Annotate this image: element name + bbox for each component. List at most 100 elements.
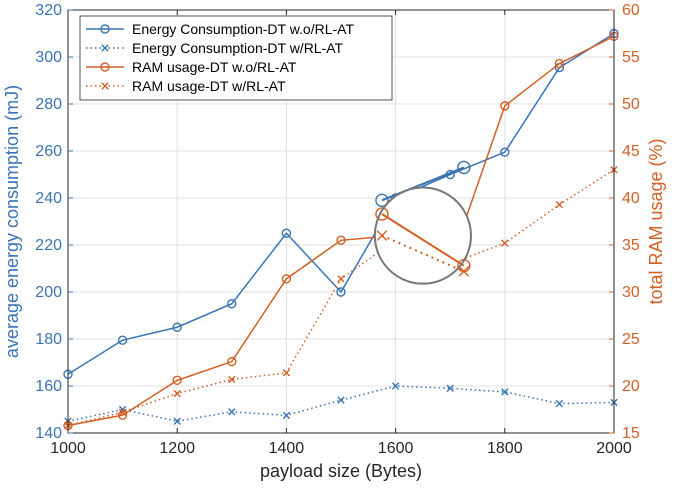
x-marker-stroke	[173, 417, 181, 425]
data-point	[501, 388, 509, 396]
magnifier-point	[376, 230, 388, 241]
plot-frame	[67, 9, 615, 434]
x-marker-stroke	[282, 369, 291, 377]
y-left-tick-label: 260	[35, 143, 62, 160]
data-point	[500, 147, 510, 157]
data-point	[337, 275, 345, 283]
x-marker-stroke	[337, 275, 345, 283]
y-left-tick-label: 200	[35, 284, 62, 301]
magnifier-point	[458, 266, 470, 277]
data-point	[282, 411, 291, 420]
data-point	[555, 399, 564, 408]
x-marker-stroke	[501, 388, 509, 396]
series-line	[67, 32, 615, 375]
x-marker-stroke	[101, 44, 109, 52]
y-right-tick-label: 35	[622, 237, 640, 254]
legend-label: RAM usage-DT w.o/RL-AT	[132, 59, 297, 75]
data-point	[282, 369, 291, 377]
magnifier-inset	[373, 160, 472, 285]
y-left-tick-label: 220	[35, 237, 62, 254]
x-axis-title: payload size (Bytes)	[260, 461, 422, 481]
data-point	[281, 228, 292, 238]
y-left-tick-label: 160	[35, 378, 62, 395]
y-right-tick-label: 15	[622, 425, 640, 442]
legend-item: RAM usage-DT w/RL-AT	[86, 78, 286, 94]
legend-item: Energy Consumption-DT w.o/RL-AT	[86, 21, 354, 37]
y-right-tick-label: 30	[622, 284, 640, 301]
data-point	[500, 101, 510, 111]
y-left-tick-label: 320	[35, 2, 62, 19]
x-marker-stroke	[118, 408, 127, 417]
legend-label: Energy Consumption-DT w.o/RL-AT	[132, 21, 354, 37]
y-left-tick-label: 280	[35, 96, 62, 113]
y-right-tick-label: 20	[622, 378, 640, 395]
data-point	[117, 410, 128, 420]
series-0	[63, 28, 619, 379]
magnifier-point	[375, 193, 389, 208]
x-tick-label: 1200	[159, 440, 195, 457]
data-point	[118, 408, 127, 417]
data-point	[228, 375, 236, 384]
axis-ticks: 1000 1200 1400 1600 1800 2000 140 160 180 200 220 2…	[35, 2, 640, 457]
x-marker-stroke	[501, 239, 509, 247]
data-point	[172, 375, 182, 386]
x-tick-label: 1800	[487, 440, 523, 457]
data-point	[227, 299, 237, 309]
data-point	[173, 417, 181, 425]
y-right-tick-label: 60	[622, 2, 640, 19]
data-point	[117, 335, 128, 345]
data-point	[501, 239, 509, 247]
series-layer	[63, 28, 619, 431]
data-point	[173, 389, 181, 398]
x-tick-label: 1000	[50, 440, 86, 457]
legend-box	[79, 15, 393, 101]
x-marker-stroke	[337, 396, 345, 404]
legend-swatch-marker	[100, 24, 110, 34]
data-point	[391, 382, 400, 390]
magnifier-background	[374, 187, 471, 284]
legend-item: RAM usage-DT w.o/RL-AT	[86, 59, 297, 75]
legend-label: RAM usage-DT w/RL-AT	[132, 78, 286, 94]
magnifier-point	[375, 207, 389, 221]
y-left-tick-label: 180	[35, 331, 62, 348]
legend-swatch-marker	[101, 44, 109, 52]
y-left-tick-label: 140	[35, 425, 62, 442]
magnifier-ring	[373, 186, 472, 285]
x-tick-label: 1600	[378, 440, 414, 457]
legend-swatch-marker	[100, 62, 110, 72]
x-tick-label: 1400	[269, 440, 305, 457]
x-marker-stroke	[228, 408, 236, 416]
x-marker-stroke	[173, 389, 181, 398]
magnifier-point	[457, 160, 471, 175]
series-1	[64, 382, 618, 425]
data-point	[172, 322, 182, 332]
series-3	[64, 166, 618, 430]
legend: Energy Consumption-DT w.o/RL-AT Energy Co…	[79, 15, 393, 101]
data-point	[228, 408, 236, 416]
data-point	[337, 396, 345, 404]
data-point	[281, 274, 292, 284]
y-right-tick-label: 50	[622, 96, 640, 113]
series-line	[67, 35, 615, 427]
legend-swatch-marker	[101, 82, 109, 90]
data-point	[446, 384, 454, 393]
series-line	[67, 169, 615, 427]
y-right-tick-label: 25	[622, 331, 640, 348]
x-tick-label: 2000	[596, 440, 632, 457]
x-marker-stroke	[458, 266, 470, 277]
x-marker-stroke	[228, 375, 236, 384]
data-point	[336, 287, 346, 297]
x-marker-stroke	[555, 399, 564, 408]
y-left-axis-title: average energy consumption (mJ)	[2, 85, 22, 358]
magnifier-segment	[381, 213, 465, 267]
legend-item: Energy Consumption-DT w/RL-AT	[86, 40, 344, 56]
y-right-tick-label: 40	[622, 190, 640, 207]
data-point	[554, 58, 565, 69]
y-right-tick-label: 55	[622, 49, 640, 66]
x-marker-stroke	[391, 382, 400, 390]
y-right-tick-label: 45	[622, 143, 640, 160]
y-left-tick-label: 240	[35, 190, 62, 207]
x-marker-stroke	[101, 82, 109, 90]
data-point	[336, 235, 346, 246]
